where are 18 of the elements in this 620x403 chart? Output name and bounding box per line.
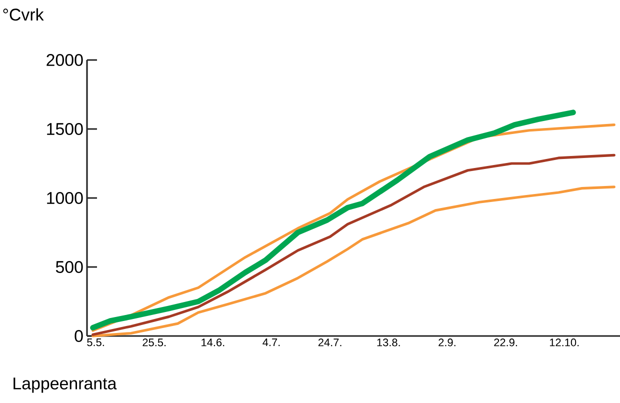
x-tick-label: 13.8. bbox=[377, 338, 400, 346]
x-tick-label: 4.7. bbox=[262, 338, 280, 346]
text: Lappeenranta bbox=[14, 378, 117, 393]
x-tick-label: 14.6. bbox=[202, 338, 224, 346]
x-tick-label: 25.5. bbox=[142, 338, 166, 346]
x-tick-label: 5.5. bbox=[87, 338, 104, 346]
line-series bbox=[92, 154, 616, 336]
x-tick-label: 12.10. bbox=[550, 338, 579, 346]
x-tick-label: 2.9. bbox=[438, 338, 456, 346]
x-tick-label: 24.7. bbox=[318, 338, 342, 346]
line-series bbox=[92, 186, 616, 338]
y-tick-label: 2000 bbox=[46, 54, 83, 66]
y-tick-label: 0 bbox=[74, 330, 83, 342]
y-tick-label: 500 bbox=[56, 261, 83, 273]
y-tick-label: 1000 bbox=[47, 192, 83, 204]
y-axis-title: °Cvrk bbox=[3, 8, 44, 21]
x-tick-label: 22.9. bbox=[494, 338, 517, 346]
y-tick-label: 1500 bbox=[47, 123, 83, 135]
